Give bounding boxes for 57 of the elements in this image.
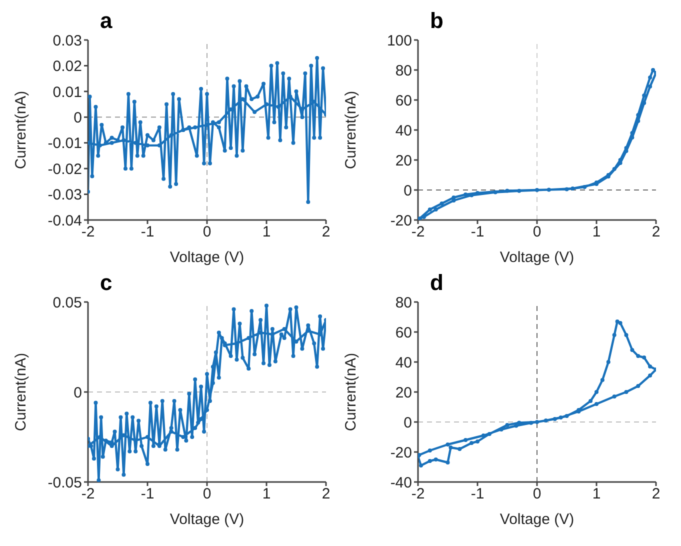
y-tick-label: -20 [390, 212, 412, 230]
x-axis-title: Voltage (V) [170, 511, 244, 528]
y-tick-label: -0.01 [48, 135, 82, 152]
x-tick-label: 0 [532, 224, 542, 241]
y-tick-label: 0.01 [52, 84, 82, 101]
y-tick-label: 40 [395, 354, 412, 372]
y-tick-label: 0.03 [52, 32, 82, 50]
y-tick-label: -0.04 [48, 212, 82, 230]
y-tick-label: -0.03 [48, 186, 82, 204]
y-tick-label: 20 [395, 384, 412, 402]
x-tick-label: -2 [411, 486, 425, 503]
x-tick-label: 1 [592, 224, 601, 241]
y-tick-label: -0.05 [48, 474, 82, 492]
y-tick-label: 40 [395, 122, 412, 140]
y-tick-label: 0.05 [52, 294, 82, 312]
y-tick-label: 0.02 [52, 58, 82, 76]
y-axis-title: Current(nA) [342, 352, 360, 432]
y-tick-label: 100 [386, 32, 412, 50]
y-tick-label: 0 [74, 109, 82, 126]
x-tick-label: 2 [322, 486, 330, 503]
y-tick-label: 80 [395, 62, 412, 80]
x-tick-label: 0 [202, 486, 212, 503]
y-tick-label: 0 [404, 414, 412, 432]
x-tick-label: 2 [652, 224, 660, 241]
x-axis-title: Voltage (V) [500, 249, 574, 266]
x-tick-label: -1 [140, 486, 154, 503]
x-tick-label: 2 [652, 486, 660, 503]
chart-title: b [430, 8, 444, 34]
y-tick-label: 60 [395, 324, 412, 342]
x-tick-label: 1 [592, 486, 601, 503]
x-tick-label: -1 [140, 224, 154, 241]
x-axis-title: Voltage (V) [500, 511, 574, 528]
x-tick-label: 1 [262, 486, 271, 503]
chart-title: d [430, 270, 444, 296]
y-tick-label: 80 [395, 294, 412, 312]
y-tick-label: -0.02 [48, 160, 82, 178]
chart-title: c [100, 270, 112, 296]
x-tick-label: 1 [262, 224, 271, 241]
y-axis-title: Current(nA) [12, 90, 30, 170]
x-tick-label: -2 [411, 224, 425, 241]
x-tick-label: 0 [202, 224, 212, 241]
y-tick-label: -20 [390, 444, 412, 462]
y-tick-label: 0 [74, 384, 82, 402]
x-tick-label: -1 [470, 486, 484, 503]
y-axis-title: Current(nA) [12, 352, 30, 432]
y-tick-label: 20 [395, 152, 412, 170]
x-tick-label: 2 [322, 224, 330, 241]
y-axis-title: Current(nA) [342, 90, 360, 170]
x-tick-label: 0 [532, 486, 542, 503]
chart-title: a [100, 8, 112, 34]
x-tick-label: -2 [81, 486, 95, 503]
y-tick-label: 60 [395, 92, 412, 110]
x-axis-title: Voltage (V) [170, 249, 244, 266]
y-tick-label: -40 [390, 474, 412, 492]
x-tick-label: -2 [81, 224, 95, 241]
y-tick-label: 0 [404, 182, 412, 200]
x-tick-label: -1 [470, 224, 484, 241]
